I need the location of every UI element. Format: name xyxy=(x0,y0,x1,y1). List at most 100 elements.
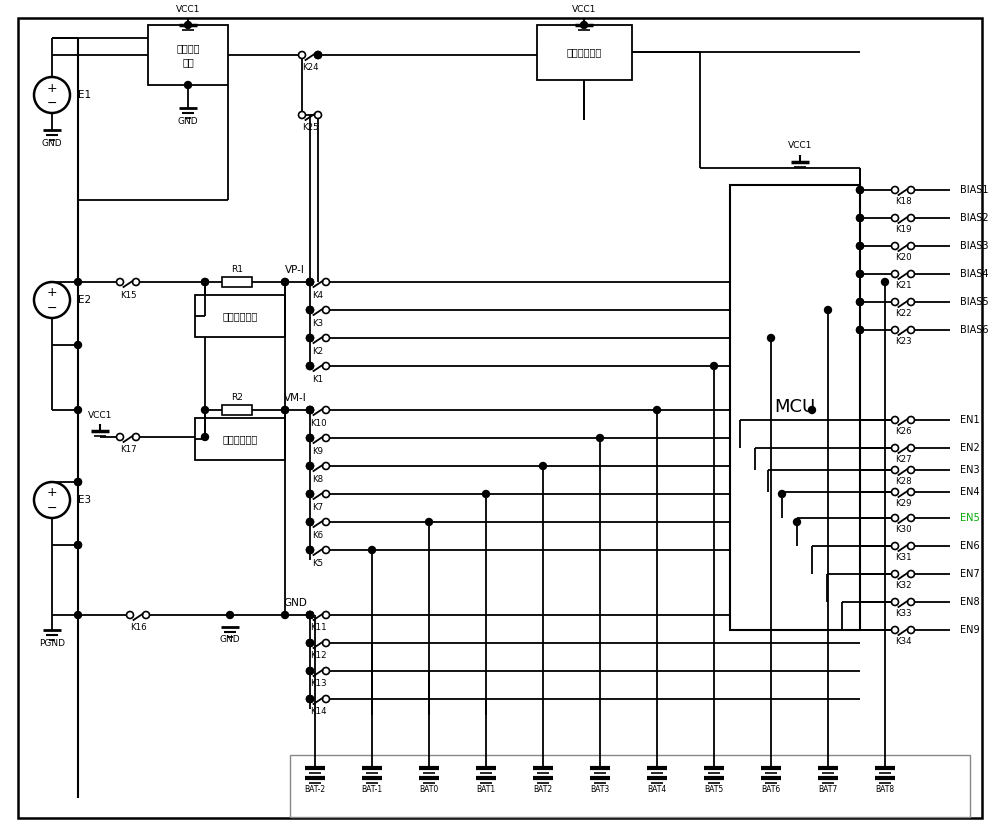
Circle shape xyxy=(856,271,864,278)
Circle shape xyxy=(908,488,914,496)
Circle shape xyxy=(314,52,322,59)
Circle shape xyxy=(856,298,864,305)
Text: −: − xyxy=(47,302,57,314)
Text: K2: K2 xyxy=(312,346,324,355)
Circle shape xyxy=(306,462,314,470)
Text: EN2: EN2 xyxy=(960,443,980,453)
Circle shape xyxy=(282,278,288,286)
Circle shape xyxy=(892,215,898,222)
Circle shape xyxy=(306,611,314,619)
Text: EN4: EN4 xyxy=(960,487,980,497)
Text: K22: K22 xyxy=(895,309,911,319)
Text: K20: K20 xyxy=(895,253,911,263)
Text: VCC1: VCC1 xyxy=(88,410,112,420)
Circle shape xyxy=(322,278,330,286)
Circle shape xyxy=(856,327,864,334)
Text: K34: K34 xyxy=(895,638,911,646)
Circle shape xyxy=(856,242,864,249)
Circle shape xyxy=(892,514,898,522)
Circle shape xyxy=(892,543,898,549)
Circle shape xyxy=(908,570,914,578)
Circle shape xyxy=(322,518,330,526)
Circle shape xyxy=(322,640,330,646)
Circle shape xyxy=(908,242,914,249)
Text: EN9: EN9 xyxy=(960,625,980,635)
Circle shape xyxy=(306,640,314,646)
Bar xyxy=(195,295,285,337)
Circle shape xyxy=(892,626,898,634)
Circle shape xyxy=(322,547,330,553)
Circle shape xyxy=(116,278,124,286)
Circle shape xyxy=(856,215,864,222)
Circle shape xyxy=(306,307,314,314)
Text: K16: K16 xyxy=(130,624,146,633)
Circle shape xyxy=(306,667,314,675)
Circle shape xyxy=(202,278,208,286)
Text: 电压检测模块: 电压检测模块 xyxy=(566,47,602,57)
Circle shape xyxy=(74,478,82,486)
Circle shape xyxy=(74,542,82,548)
Text: K11: K11 xyxy=(310,624,326,633)
Circle shape xyxy=(306,611,314,619)
Circle shape xyxy=(856,242,864,249)
Text: BAT3: BAT3 xyxy=(590,786,610,794)
Circle shape xyxy=(34,482,70,518)
Text: +: + xyxy=(47,287,57,299)
Text: GND: GND xyxy=(283,598,307,608)
Text: BAT5: BAT5 xyxy=(704,786,724,794)
Text: K32: K32 xyxy=(895,582,911,590)
Circle shape xyxy=(306,611,314,619)
Circle shape xyxy=(306,278,314,286)
Circle shape xyxy=(426,518,432,526)
Text: K29: K29 xyxy=(895,499,911,508)
Circle shape xyxy=(908,466,914,473)
Circle shape xyxy=(306,307,314,314)
Text: R2: R2 xyxy=(231,392,243,401)
Text: BAT4: BAT4 xyxy=(647,786,667,794)
Text: K7: K7 xyxy=(312,502,324,512)
Circle shape xyxy=(322,334,330,341)
Circle shape xyxy=(794,518,800,526)
Circle shape xyxy=(74,542,82,548)
Circle shape xyxy=(892,327,898,334)
Text: BAT-2: BAT-2 xyxy=(304,786,326,794)
Circle shape xyxy=(74,478,82,486)
Circle shape xyxy=(322,406,330,414)
Text: BIAS5: BIAS5 xyxy=(960,297,989,307)
Text: BIAS3: BIAS3 xyxy=(960,241,988,251)
Circle shape xyxy=(306,278,314,286)
Text: +: + xyxy=(47,81,57,94)
Circle shape xyxy=(306,667,314,675)
Circle shape xyxy=(856,186,864,193)
Text: BIAS4: BIAS4 xyxy=(960,269,988,279)
Text: E3: E3 xyxy=(78,495,91,505)
Circle shape xyxy=(184,22,192,28)
Text: GND: GND xyxy=(220,635,240,645)
Circle shape xyxy=(282,278,288,286)
Circle shape xyxy=(856,298,864,305)
Text: PGND: PGND xyxy=(39,640,65,649)
Circle shape xyxy=(482,491,490,497)
Text: BAT-1: BAT-1 xyxy=(361,786,383,794)
Circle shape xyxy=(306,640,314,646)
Circle shape xyxy=(306,435,314,441)
Circle shape xyxy=(882,278,889,286)
Text: EN5: EN5 xyxy=(960,513,980,523)
Text: E1: E1 xyxy=(78,90,91,100)
Circle shape xyxy=(226,611,234,619)
Circle shape xyxy=(126,611,134,619)
Circle shape xyxy=(306,406,314,414)
Circle shape xyxy=(306,491,314,497)
Circle shape xyxy=(202,434,208,441)
Circle shape xyxy=(892,416,898,424)
Text: K18: K18 xyxy=(895,197,911,206)
Bar xyxy=(148,25,228,85)
Bar xyxy=(730,185,860,630)
Circle shape xyxy=(132,434,140,441)
Circle shape xyxy=(908,514,914,522)
Circle shape xyxy=(654,406,660,414)
Circle shape xyxy=(116,434,124,441)
Circle shape xyxy=(306,518,314,526)
Text: VM-I: VM-I xyxy=(284,393,306,403)
Circle shape xyxy=(74,341,82,349)
